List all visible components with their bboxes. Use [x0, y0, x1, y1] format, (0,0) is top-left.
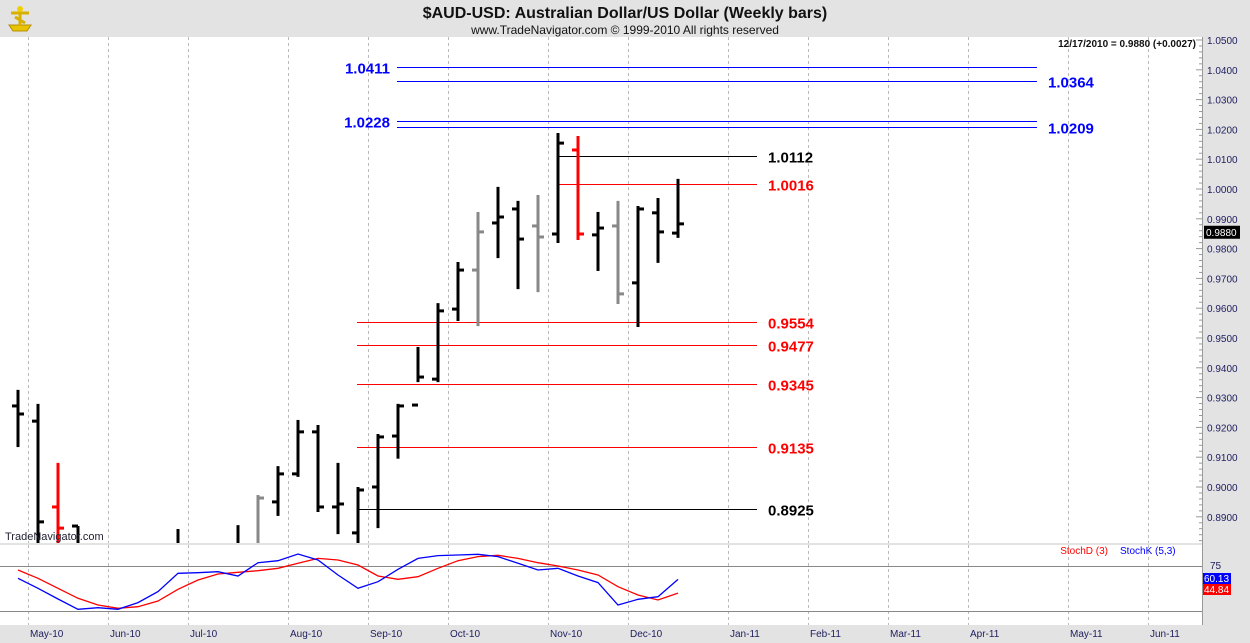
ohlc-bar	[72, 524, 80, 543]
x-tick-label: Oct-10	[450, 629, 480, 640]
ohlc-bar	[492, 186, 504, 259]
x-tick-label: Jul-10	[190, 629, 218, 640]
chart-title: $AUD-USD: Australian Dollar/US Dollar (W…	[423, 5, 828, 22]
x-tick-label: Apr-11	[970, 629, 1000, 640]
level-lines: 1.0411 1.0364 1.0228 1.0209 1.0112 1.0016 0.95…	[344, 61, 1094, 520]
ohlc-bar	[552, 132, 564, 243]
y-tick-label: 0.9200	[1207, 423, 1238, 434]
ohlc-bar	[452, 262, 464, 322]
y-tick-label: 0.9000	[1207, 483, 1238, 494]
ohlc-bar	[372, 433, 384, 529]
level-label: 0.9554	[768, 316, 815, 333]
y-tick-label: 0.9400	[1207, 364, 1238, 375]
level-label: 0.9345	[768, 378, 814, 395]
y-tick-label: 0.9700	[1207, 274, 1238, 285]
time-axis: May-10 Jun-10 Jul-10 Aug-10 Sep-10 Oct-10 Nov-…	[30, 629, 1180, 640]
ohlc-bar	[632, 205, 644, 327]
ohlc-bar	[392, 403, 404, 459]
stoch-level-label: 75	[1210, 561, 1222, 572]
ohlc-bar	[352, 487, 364, 543]
stochd-line	[17, 554, 679, 609]
level-label: 0.8925	[768, 503, 814, 520]
ohlc-bar	[652, 197, 664, 263]
level-label: 1.0364	[1048, 75, 1095, 92]
x-tick-label: Aug-10	[290, 629, 323, 640]
ohlc-bar	[532, 194, 544, 293]
level-label: 1.0016	[768, 178, 814, 195]
ohlc-bar	[412, 346, 424, 407]
stochd-value: 44.84	[1204, 585, 1229, 596]
stochd-legend: StochD (3)	[1060, 546, 1108, 557]
x-tick-label: May-11	[1070, 629, 1103, 640]
watermark: TradeNavigator.com	[5, 531, 104, 543]
y-tick-label: 0.8900	[1207, 513, 1238, 524]
last-price-marker	[1204, 225, 1240, 239]
ohlc-bar	[312, 425, 324, 513]
y-tick-label: 1.0200	[1207, 125, 1238, 136]
level-label: 1.0411	[345, 61, 390, 78]
y-tick-label: 1.0100	[1207, 155, 1238, 166]
ohlc-bar	[272, 466, 284, 516]
y-tick-label: 1.0400	[1207, 66, 1238, 77]
ohlc-bars	[12, 132, 684, 543]
ohlc-bar	[12, 389, 24, 448]
x-tick-label: Dec-10	[630, 629, 663, 640]
y-tick-label: 0.9300	[1207, 394, 1238, 405]
ohlc-bar	[432, 303, 444, 383]
y-tick-label: 0.9900	[1207, 215, 1238, 226]
ohlc-bar	[572, 135, 584, 240]
ohlc-bar	[672, 178, 684, 238]
ohlc-bar	[52, 462, 64, 543]
logo-sextant-icon	[8, 6, 32, 32]
level-label: 0.9135	[768, 441, 814, 458]
x-tick-label: Sep-10	[370, 629, 403, 640]
x-tick-label: Feb-11	[810, 629, 841, 640]
last-price-label: 0.9880	[1206, 228, 1237, 239]
ohlc-bar	[472, 211, 484, 327]
ohlc-bar	[592, 211, 604, 271]
y-tick-label: 1.0000	[1207, 185, 1238, 196]
stochd-value-marker	[1203, 584, 1231, 595]
y-tick-label: 0.9800	[1207, 245, 1238, 256]
x-tick-label: Nov-10	[550, 629, 583, 640]
ohlc-bar	[256, 495, 264, 543]
y-tick-label: 0.9500	[1207, 334, 1238, 345]
stochastic-panel	[0, 553, 1202, 612]
stochk-value: 60.13	[1204, 574, 1229, 585]
y-tick-label: 0.9100	[1207, 453, 1238, 464]
stochk-line	[17, 553, 679, 610]
stochk-legend: StochK (5,3)	[1120, 546, 1176, 557]
level-label: 1.0228	[344, 115, 390, 132]
ohlc-bar	[332, 462, 344, 535]
stochk-value-marker	[1203, 573, 1231, 584]
x-tick-label: Jun-10	[110, 629, 141, 640]
chart-subtitle: www.TradeNavigator.com © 1999-2010 All r…	[470, 23, 779, 37]
ohlc-bar	[512, 200, 524, 290]
level-label: 0.9477	[768, 339, 814, 356]
y-tick-label: 1.0500	[1207, 36, 1238, 47]
price-plot-area	[0, 37, 1202, 543]
y-tick-label: 1.0300	[1207, 96, 1238, 107]
x-tick-label: Jan-11	[730, 629, 760, 640]
last-quote: 12/17/2010 = 0.9880 (+0.0027)	[1058, 39, 1196, 50]
level-label: 1.0209	[1048, 121, 1094, 138]
x-tick-label: Jun-11	[1150, 629, 1180, 640]
ohlc-bar	[612, 200, 624, 305]
ohlc-bar	[32, 403, 44, 543]
y-tick-label: 0.9600	[1207, 304, 1238, 315]
x-tick-label: Mar-11	[890, 629, 921, 640]
price-axis: 1.0500 1.0400 1.0300 1.0200 1.0100 1.0000 0.99…	[1196, 36, 1240, 625]
level-label: 1.0112	[768, 150, 813, 167]
x-tick-label: May-10	[30, 629, 64, 640]
ohlc-bar	[292, 419, 304, 477]
